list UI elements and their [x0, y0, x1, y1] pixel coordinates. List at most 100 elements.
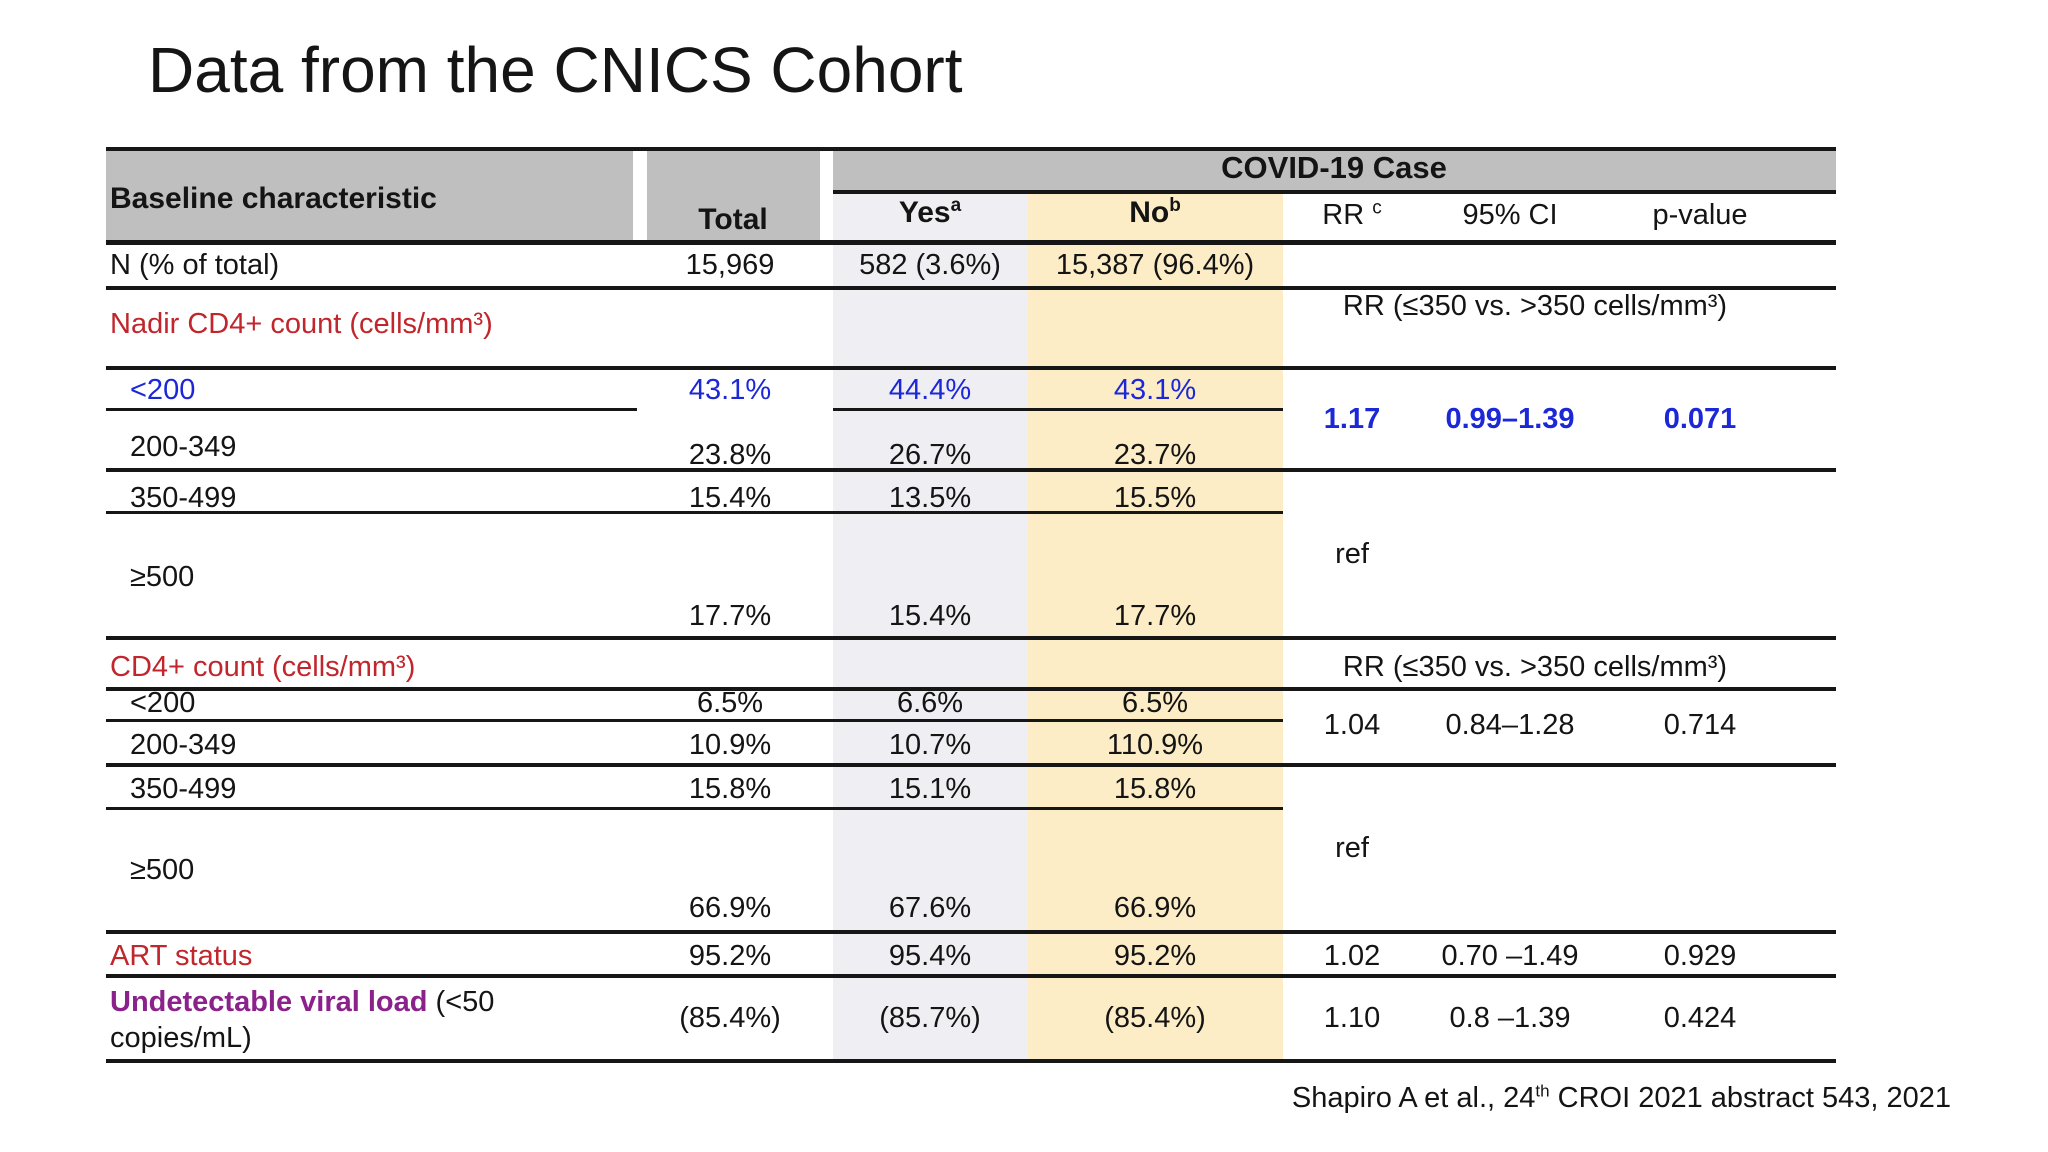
cell-art-pvalue: 0.929 [1663, 940, 1737, 972]
cd4-ge500-underline [106, 930, 1836, 934]
cell-nadir-lt200-yes: 44.4% [888, 374, 972, 406]
cell-cd4-pvalue: 0.714 [1663, 709, 1737, 741]
cell-nadir-200-349-yes: 26.7% [888, 439, 972, 471]
cell-nadir-lt200-no: 43.1% [1113, 374, 1197, 406]
nadir-200-349-underline [106, 468, 1836, 472]
yes-header-text: Yes [898, 196, 951, 229]
cell-cd4-350-499-yes: 15.1% [888, 773, 972, 805]
yes-footnote-marker: a [950, 195, 962, 216]
cell-nadir-350-499-yes: 13.5% [888, 482, 972, 514]
cell-cd4-rr: 1.04 [1323, 709, 1381, 741]
cell-viral-total: (85.4%) [679, 1002, 781, 1034]
citation: Shapiro A et al., 24th CROI 2021 abstrac… [1292, 1080, 1951, 1116]
cell-n-total: 15,969 [685, 249, 775, 281]
cell-nadir-350-499-label: 350-499 [130, 482, 237, 514]
baseline-header-cell [106, 147, 633, 242]
cell-art-label: ART status [110, 940, 253, 972]
cell-nadir-lt200-total: 43.1% [688, 374, 772, 406]
nadir-350-499-underline [106, 511, 1283, 514]
nadir-lt200-underline-yesno [833, 408, 1283, 411]
cell-nadir-200-349-label: 200-349 [130, 431, 237, 463]
ci-header-label: 95% CI [1462, 199, 1558, 231]
cell-viral-pvalue: 0.424 [1663, 1002, 1737, 1034]
rr-footnote-marker: c [1372, 197, 1382, 219]
nadir-lt200-underline-left [106, 408, 637, 411]
cell-cd4-ge500-label: ≥500 [130, 854, 195, 886]
citation-superscript: th [1535, 1081, 1550, 1101]
no-footnote-marker: b [1169, 195, 1181, 216]
nadir-rr-note: RR (≤350 vs. >350 cells/mm³) [1342, 290, 1728, 322]
nadir-section-label: Nadir CD4+ count (cells/mm³) [110, 308, 493, 340]
cell-nadir-pvalue: 0.071 [1663, 403, 1737, 435]
cell-cd4-lt200-total: 6.5% [696, 687, 764, 719]
cell-art-no: 95.2% [1113, 940, 1197, 972]
nadir-section-underline [106, 366, 1836, 370]
art-row-underline [106, 974, 1836, 978]
cell-nadir-350-499-total: 15.4% [688, 482, 772, 514]
cell-art-rr: 1.02 [1323, 940, 1381, 972]
cell-cd4-350-499-label: 350-499 [130, 773, 237, 805]
citation-suffix: CROI 2021 abstract 543, 2021 [1549, 1082, 1951, 1114]
cell-cd4-lt200-yes: 6.6% [896, 687, 964, 719]
cell-n-no: 15,387 (96.4%) [1055, 249, 1255, 281]
cell-cd4-200-349-label: 200-349 [130, 729, 237, 761]
cohort-table: Baseline characteristic Total COVID-19 C… [106, 147, 1836, 1063]
cell-cd4-200-349-total: 10.9% [688, 729, 772, 761]
cell-n-label: N (% of total) [110, 249, 280, 281]
table-bottom-border [106, 1059, 1836, 1063]
cell-art-yes: 95.4% [888, 940, 972, 972]
cell-art-ci: 0.70 –1.49 [1441, 940, 1579, 972]
cell-nadir-ge500-total: 17.7% [688, 600, 772, 632]
cell-nadir-rr: 1.17 [1323, 403, 1381, 435]
cd4-200-349-underline [106, 763, 1836, 767]
cell-cd4-ge500-total: 66.9% [688, 892, 772, 924]
cell-cd4-200-349-no: 110.9% [1106, 729, 1204, 761]
covid-case-underline [833, 190, 1836, 194]
covid-case-header-label: COVID-19 Case [1221, 150, 1447, 185]
cell-nadir-200-349-no: 23.7% [1113, 439, 1197, 471]
cd4-section-underline [106, 687, 1836, 691]
total-header-cell [647, 147, 820, 242]
covid-case-header-cell [833, 147, 1836, 190]
rr-header-text: RR [1322, 199, 1365, 231]
cell-viral-label: Undetectable viral load (<50 copies/mL) [110, 984, 580, 1056]
cell-nadir-ge500-no: 17.7% [1113, 600, 1197, 632]
viral-label-rest: (<50 copies/mL) [110, 986, 495, 1054]
n-row-underline [106, 286, 1836, 290]
cell-viral-rr: 1.10 [1323, 1002, 1381, 1034]
cell-viral-ci: 0.8 –1.39 [1449, 1002, 1571, 1034]
cell-cd4-350-499-no: 15.8% [1113, 773, 1197, 805]
citation-prefix: Shapiro A et al., 24 [1291, 1082, 1536, 1114]
cell-cd4-ge500-ref: ref [1335, 832, 1369, 864]
baseline-header-label: Baseline characteristic [110, 182, 437, 215]
cell-viral-yes: (85.7%) [879, 1002, 981, 1034]
cell-nadir-ge500-ref: ref [1335, 538, 1369, 570]
yes-column-tint [833, 190, 1028, 1063]
no-header-label: Nob [1129, 195, 1181, 231]
cell-viral-no: (85.4%) [1104, 1002, 1206, 1034]
table-top-border [106, 147, 1836, 151]
nadir-ge500-underline [106, 636, 1836, 640]
no-header-text: No [1129, 196, 1170, 229]
cell-nadir-ci: 0.99–1.39 [1445, 403, 1575, 435]
cd4-rr-note: RR (≤350 vs. >350 cells/mm³) [1342, 651, 1728, 683]
cell-cd4-lt200-no: 6.5% [1121, 687, 1189, 719]
cell-nadir-lt200-label: <200 [130, 374, 196, 406]
cd4-section-label: CD4+ count (cells/mm³) [110, 651, 416, 683]
pvalue-header-label: p-value [1652, 199, 1748, 231]
yes-header-label: Yesa [899, 195, 961, 231]
cell-nadir-ge500-yes: 15.4% [888, 600, 972, 632]
cd4-350-499-underline [106, 807, 1283, 810]
cell-cd4-350-499-total: 15.8% [688, 773, 772, 805]
cell-cd4-ge500-no: 66.9% [1113, 892, 1197, 924]
cell-cd4-lt200-label: <200 [130, 687, 196, 719]
cell-cd4-200-349-yes: 10.7% [888, 729, 972, 761]
cell-nadir-200-349-total: 23.8% [688, 439, 772, 471]
cd4-lt200-underline [106, 719, 1283, 722]
cell-art-total: 95.2% [688, 940, 772, 972]
header-underline [106, 240, 1836, 245]
cell-nadir-ge500-label: ≥500 [130, 561, 195, 593]
slide-title: Data from the CNICS Cohort [148, 34, 963, 106]
no-column-tint [1028, 190, 1283, 1063]
